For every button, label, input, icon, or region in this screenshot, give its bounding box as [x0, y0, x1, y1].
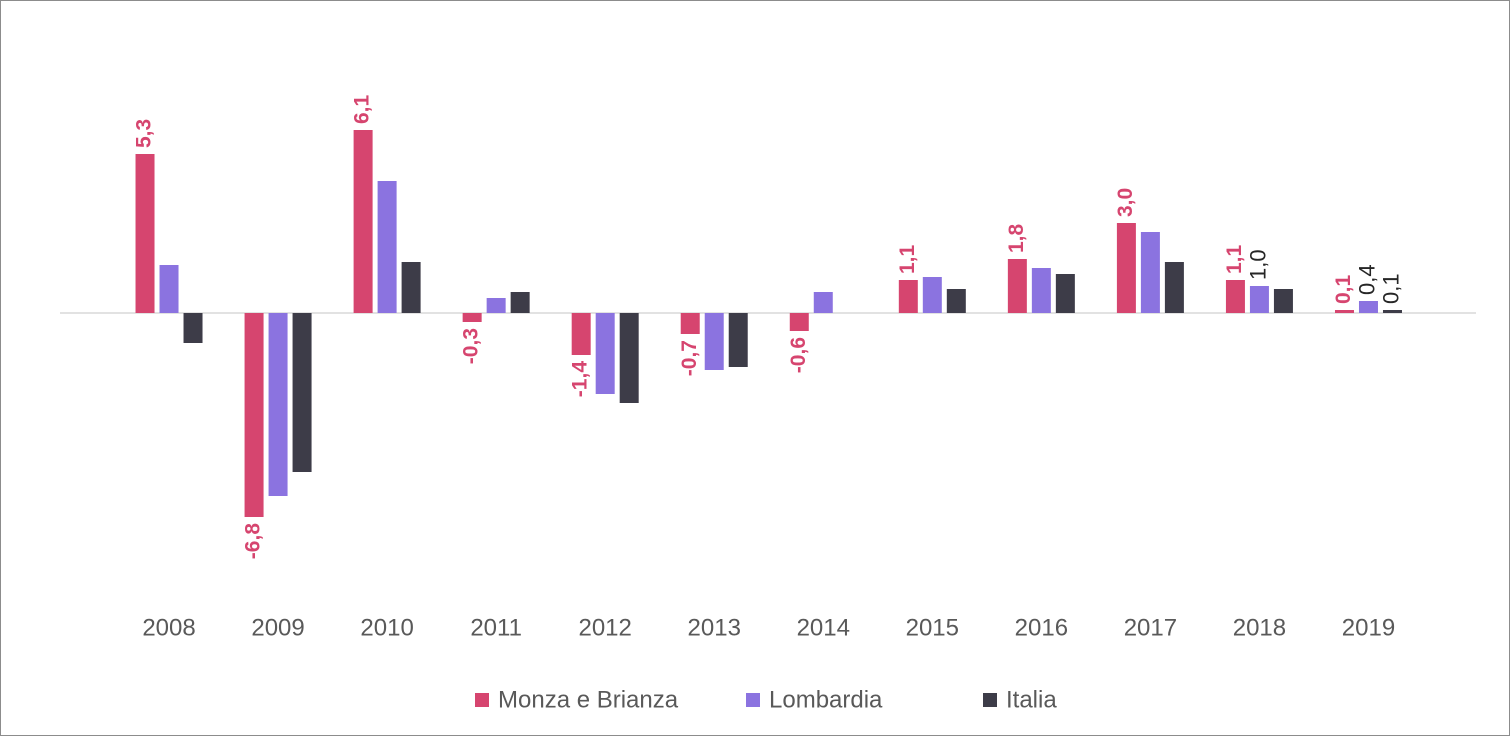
data-label: -0,7 — [678, 340, 701, 376]
bar — [1334, 310, 1354, 313]
bar — [1358, 301, 1378, 313]
x-tick-label: 2018 — [1233, 614, 1286, 641]
bar — [704, 313, 724, 370]
x-tick-label: 2013 — [688, 614, 741, 641]
legend-swatch — [983, 693, 997, 707]
legend-label: Italia — [1006, 686, 1057, 713]
bar — [510, 292, 530, 313]
x-tick-label: 2009 — [251, 614, 304, 641]
bar — [183, 313, 203, 343]
bar — [268, 313, 288, 496]
x-tick-label: 2016 — [1015, 614, 1068, 641]
x-tick-label: 2015 — [906, 614, 959, 641]
bar — [135, 154, 155, 313]
data-label: 0,1 — [1378, 273, 1403, 304]
legend-swatch — [475, 693, 489, 707]
data-label: 5,3 — [133, 119, 156, 148]
bar — [1273, 289, 1293, 313]
bar — [377, 181, 397, 313]
legend-label: Monza e Brianza — [498, 686, 679, 713]
bar — [728, 313, 748, 367]
bar — [401, 262, 421, 313]
bar — [1225, 280, 1245, 313]
bar — [680, 313, 700, 334]
bar — [571, 313, 591, 355]
legend-swatch — [746, 693, 760, 707]
x-tick-label: 2008 — [142, 614, 195, 641]
x-tick-label: 2014 — [797, 614, 850, 641]
data-label: 1,1 — [896, 244, 919, 274]
x-tick-label: 2011 — [470, 614, 522, 641]
bar — [1164, 262, 1184, 313]
data-label: 1,0 — [1245, 249, 1270, 280]
bar — [898, 280, 918, 313]
bar — [462, 313, 482, 322]
bar — [292, 313, 312, 472]
x-tick-label: 2017 — [1124, 614, 1177, 641]
data-label: 0,4 — [1354, 264, 1379, 295]
bar — [1007, 259, 1027, 313]
data-label: -6,8 — [242, 523, 265, 560]
bar — [1382, 310, 1402, 313]
bar — [595, 313, 615, 394]
bar — [619, 313, 639, 403]
data-label: -1,4 — [569, 361, 592, 398]
bar — [789, 313, 809, 331]
x-tick-label: 2010 — [360, 614, 413, 641]
data-label: 6,1 — [351, 94, 374, 124]
data-label: 0,1 — [1332, 274, 1355, 304]
bar — [1055, 274, 1075, 313]
bar — [244, 313, 264, 517]
data-label: -0,6 — [787, 337, 810, 373]
bar — [946, 289, 966, 313]
x-tick-label: 2012 — [578, 614, 631, 641]
legend-label: Lombardia — [769, 686, 883, 713]
bar — [813, 292, 833, 313]
bar — [1249, 286, 1269, 313]
data-label: 1,1 — [1223, 244, 1246, 274]
bar — [922, 277, 942, 313]
bar — [353, 130, 373, 313]
data-label: 3,0 — [1114, 188, 1137, 217]
data-label: -0,3 — [460, 328, 483, 364]
bar — [486, 298, 506, 313]
bar — [1031, 268, 1051, 313]
x-tick-label: 2019 — [1342, 614, 1395, 641]
bar — [1140, 232, 1160, 313]
bar — [1116, 223, 1136, 313]
data-label: 1,8 — [1005, 223, 1028, 253]
bar — [159, 265, 179, 313]
